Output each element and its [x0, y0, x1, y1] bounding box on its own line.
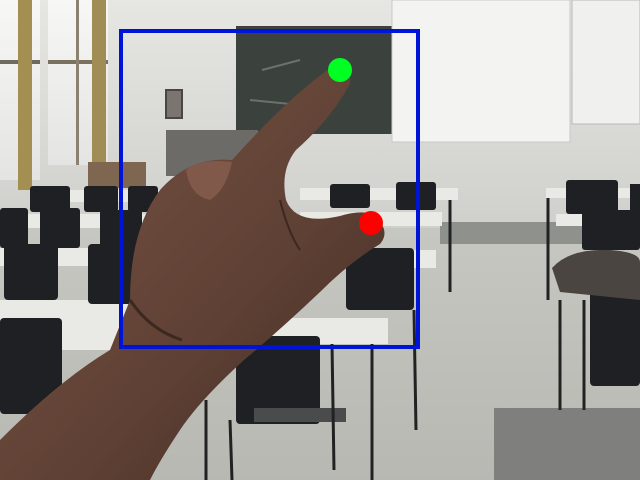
chairs	[0, 180, 640, 424]
hand	[0, 66, 385, 480]
hand-bounding-box	[119, 29, 420, 349]
left-window	[0, 0, 108, 190]
furniture-legs	[204, 198, 586, 480]
projector-screen	[391, 0, 571, 143]
index-fingertip-marker	[328, 58, 352, 82]
middle-fingertip-marker	[359, 211, 383, 235]
wall-frame	[165, 89, 183, 119]
jacket	[552, 249, 640, 300]
